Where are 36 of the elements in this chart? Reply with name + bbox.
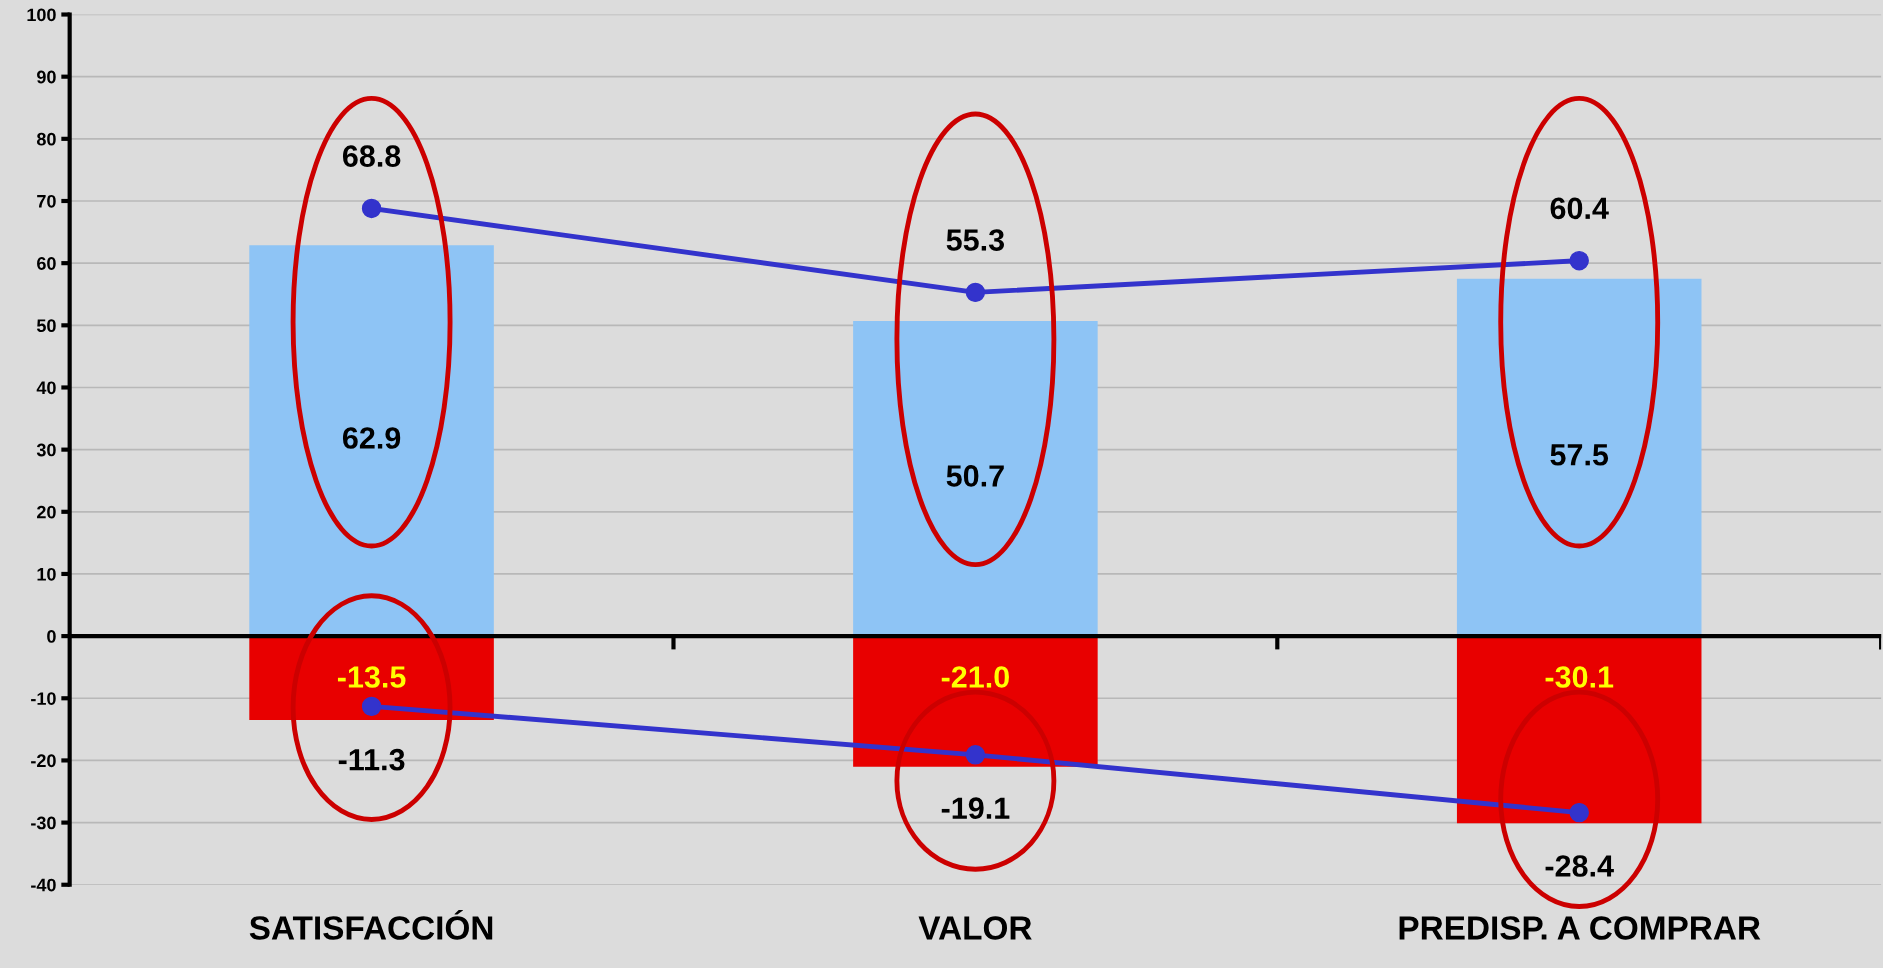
y-tick-label: 70	[37, 194, 56, 208]
x-tick-label: VALOR	[918, 916, 1032, 940]
y-tick-label: 90	[37, 70, 56, 84]
data-label: -30.1	[1545, 666, 1614, 688]
point	[1569, 250, 1589, 271]
y-tick-label: -30	[31, 816, 56, 830]
data-label: 68.8	[342, 145, 401, 167]
point	[965, 745, 986, 765]
y-tick-label: 100	[27, 8, 56, 22]
point	[1569, 802, 1589, 823]
y-tick-label: 50	[36, 319, 56, 333]
point	[965, 282, 986, 303]
y-tick-label: 40	[36, 381, 56, 395]
y-tick-label: 80	[36, 132, 56, 146]
data-label: -13.5	[337, 666, 406, 688]
data-label: 62.9	[342, 427, 401, 449]
y-tick-label: 60	[37, 257, 56, 270]
x-tick-label: PREDISP. A COMPRAR	[1399, 916, 1761, 940]
data-label: -21.0	[941, 666, 1009, 688]
data-label: 60.4	[1550, 197, 1609, 220]
point	[361, 198, 382, 219]
y-tick-label: 20	[37, 505, 56, 519]
data-label: -19.1	[941, 797, 1010, 819]
y-tick-label: -40	[31, 878, 56, 892]
data-label: -11.3	[338, 748, 405, 771]
y-tick-label: -20	[31, 754, 56, 768]
data-label: 50.7	[946, 465, 1004, 487]
y-tick-label: 0	[47, 630, 56, 643]
data-label: 55.3	[946, 229, 1005, 251]
y-tick-label: -10	[31, 692, 56, 705]
data-label: 57.5	[1550, 444, 1609, 466]
y-tick-label: 10	[37, 567, 56, 581]
y-tick-label: 30	[36, 443, 56, 457]
x-tick-label: SATISFACCIÓN	[249, 909, 493, 940]
data-label: -28.4	[1545, 855, 1614, 877]
point	[361, 696, 382, 717]
